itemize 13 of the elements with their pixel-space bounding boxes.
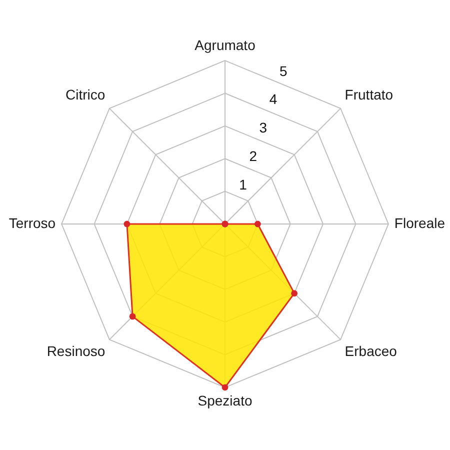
spoke-label: Speziato — [198, 392, 252, 409]
y-tick-label: 2 — [249, 148, 258, 164]
spoke-label: Floreale — [394, 214, 446, 231]
y-tick-label: 4 — [269, 91, 278, 108]
spoke-label: Fruttato — [344, 86, 394, 103]
y-tick-label: 5 — [279, 62, 288, 79]
y-tick-label: 3 — [259, 120, 268, 136]
y-tick-label: 1 — [239, 176, 248, 192]
spoke-label: Resinoso — [46, 343, 106, 360]
spoke-label: Agrumato — [194, 37, 256, 54]
spoke-label: Citrico — [66, 86, 106, 103]
spoke-label: Terroso — [8, 214, 56, 231]
spoke-label: Erbaceo — [344, 343, 398, 360]
